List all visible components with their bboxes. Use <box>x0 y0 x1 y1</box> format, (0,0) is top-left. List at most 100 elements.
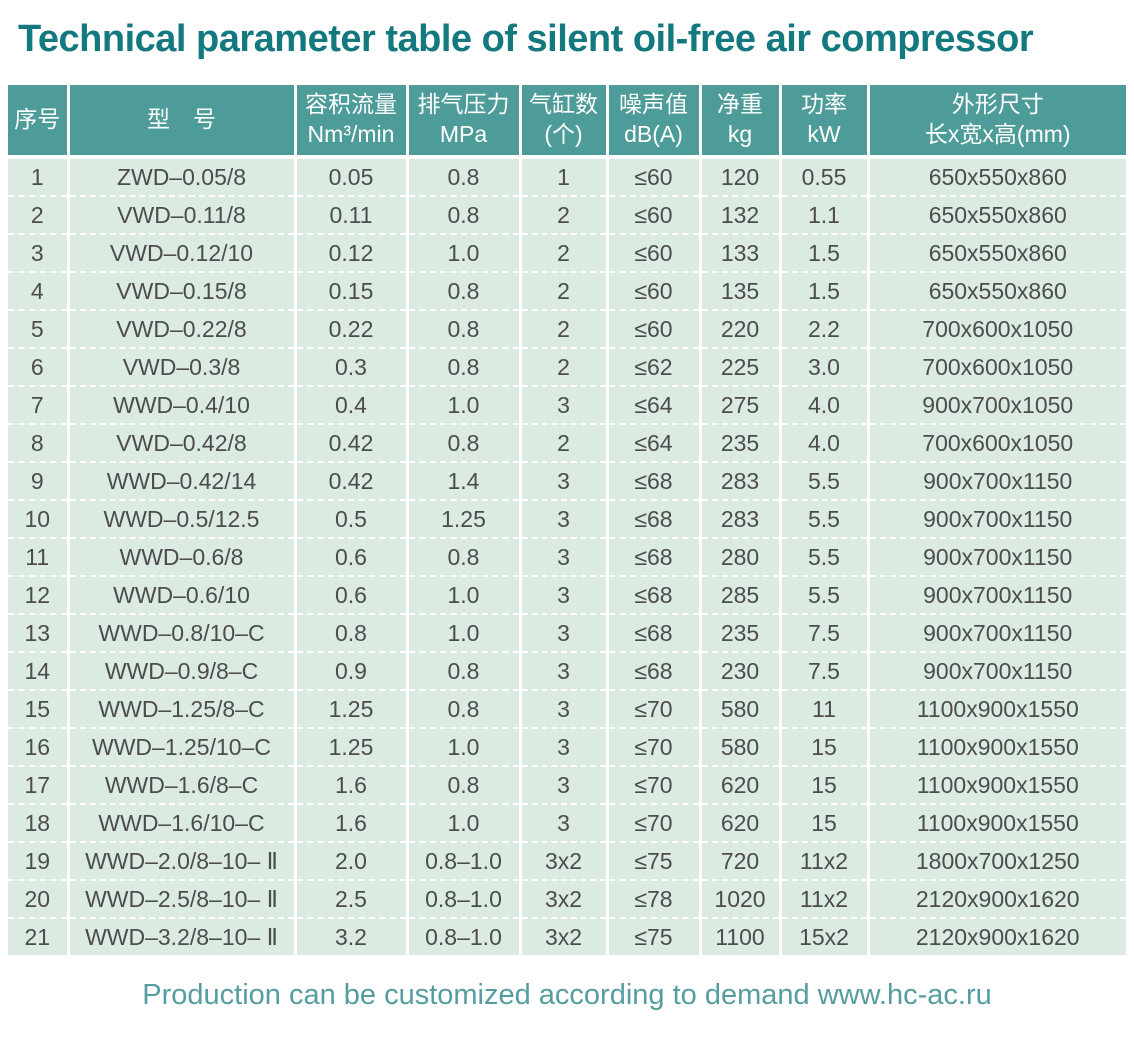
table-cell: 285 <box>698 575 780 614</box>
column-header-line1: 排气压力 <box>417 91 510 118</box>
table-cell: WWD–3.2/8–10– Ⅱ <box>66 917 295 955</box>
table-cell: 4.0 <box>778 423 868 462</box>
table-cell: 0.8 <box>405 309 520 348</box>
table-cell: 4 <box>8 271 68 310</box>
column-header-4: 气缸数 (个) <box>518 85 607 159</box>
table-cell: 15 <box>778 765 868 804</box>
column-header-8: 外形尺寸 长x宽x高(mm) <box>866 85 1126 159</box>
table-cell: 3.2 <box>293 917 407 955</box>
table-cell: 1.0 <box>405 575 520 614</box>
table-cell: 0.6 <box>293 575 407 614</box>
column-header-line1: 型 号 <box>147 106 216 133</box>
column-header-line2: MPa <box>439 121 488 147</box>
column-header-3: 排气压力 MPa <box>405 85 520 159</box>
table-cell: ≤70 <box>605 689 700 728</box>
table-cell: 0.55 <box>778 157 868 196</box>
table-cell: VWD–0.15/8 <box>66 271 295 310</box>
table-cell: 1.25 <box>405 499 520 538</box>
table-cell: 21 <box>8 917 68 955</box>
table-row: 1 ZWD–0.05/8 0.05 0.8 1 ≤60 120 0.55 650x550x860 <box>8 157 1126 196</box>
table-cell: 1.6 <box>293 803 407 842</box>
table-cell: 650x550x860 <box>866 233 1126 272</box>
column-header-line2: kg <box>727 121 753 147</box>
table-cell: 1.25 <box>293 689 407 728</box>
table-cell: 1 <box>518 157 607 196</box>
table-row: 21 WWD–3.2/8–10– Ⅱ 3.2 0.8–1.0 3x2 ≤75 1100 15x… <box>8 917 1126 955</box>
column-header-line1: 容积流量 <box>305 91 397 118</box>
table-cell: 0.9 <box>293 651 407 690</box>
table-cell: 3x2 <box>518 917 607 955</box>
table-cell: WWD–0.5/12.5 <box>66 499 295 538</box>
table-cell: 0.8 <box>293 613 407 652</box>
table-cell: 11x2 <box>778 841 868 880</box>
column-header-line1: 噪声值 <box>619 91 688 118</box>
table-cell: 1.25 <box>293 727 407 766</box>
table-cell: 230 <box>698 651 780 690</box>
table-cell: 2 <box>518 271 607 310</box>
table-cell: ≤68 <box>605 537 700 576</box>
table-cell: 2.0 <box>293 841 407 880</box>
table-cell: ≤68 <box>605 575 700 614</box>
table-cell: 3x2 <box>518 841 607 880</box>
table-cell: 0.8 <box>405 537 520 576</box>
table-cell: 620 <box>698 803 780 842</box>
table-cell: 0.8–1.0 <box>405 917 520 955</box>
table-cell: 1800x700x1250 <box>866 841 1126 880</box>
table-cell: 3 <box>518 613 607 652</box>
table-cell: 0.8 <box>405 651 520 690</box>
table-cell: 2120x900x1620 <box>866 879 1126 918</box>
table-cell: 283 <box>698 499 780 538</box>
table-cell: ≤60 <box>605 195 700 234</box>
table-cell: 0.5 <box>293 499 407 538</box>
table-cell: 3 <box>518 689 607 728</box>
table-row: 3 VWD–0.12/10 0.12 1.0 2 ≤60 133 1.5 650x550x860 <box>8 233 1126 272</box>
page-title: Technical parameter table of silent oil-… <box>18 18 1034 60</box>
table-cell: ≤64 <box>605 385 700 424</box>
table-cell: WWD–1.25/8–C <box>66 689 295 728</box>
table-row: 4 VWD–0.15/8 0.15 0.8 2 ≤60 135 1.5 650x550x860 <box>8 271 1126 310</box>
column-header-6: 净重 kg <box>698 85 780 159</box>
table-row: 15 WWD–1.25/8–C 1.25 0.8 3 ≤70 580 11 1100x900x1… <box>8 689 1126 728</box>
column-header-line2: Nm³/min <box>307 121 395 147</box>
table-cell: 1020 <box>698 879 780 918</box>
column-header-1: 型 号 <box>66 85 295 159</box>
table-cell: 19 <box>8 841 68 880</box>
table-cell: WWD–2.0/8–10– Ⅱ <box>66 841 295 880</box>
table-cell: 900x700x1150 <box>866 575 1126 614</box>
page: Technical parameter table of silent oil-… <box>0 18 1134 1012</box>
table-cell: 0.12 <box>293 233 407 272</box>
table-cell: 2 <box>518 309 607 348</box>
footer-note: Production can be customized according t… <box>142 979 992 1011</box>
table-cell: 2.5 <box>293 879 407 918</box>
table-cell: 0.3 <box>293 347 407 386</box>
table-cell: 900x700x1150 <box>866 461 1126 500</box>
table-cell: ≤60 <box>605 157 700 196</box>
table-cell: ≤78 <box>605 879 700 918</box>
table-row: 12 WWD–0.6/10 0.6 1.0 3 ≤68 285 5.5 900x700x1150 <box>8 575 1126 614</box>
table-cell: WWD–1.6/10–C <box>66 803 295 842</box>
table-cell: ≤62 <box>605 347 700 386</box>
table-cell: 1.0 <box>405 385 520 424</box>
table-cell: 3 <box>518 727 607 766</box>
table-cell: 3 <box>8 233 68 272</box>
table-cell: 1100x900x1550 <box>866 727 1126 766</box>
table-cell: VWD–0.11/8 <box>66 195 295 234</box>
table-cell: 0.8–1.0 <box>405 841 520 880</box>
table-cell: 7.5 <box>778 613 868 652</box>
table-cell: VWD–0.3/8 <box>66 347 295 386</box>
table-cell: ≤60 <box>605 233 700 272</box>
table-cell: 6 <box>8 347 68 386</box>
table-cell: WWD–1.6/8–C <box>66 765 295 804</box>
table-cell: 1.4 <box>405 461 520 500</box>
table-cell: ≤75 <box>605 917 700 955</box>
table-cell: 17 <box>8 765 68 804</box>
column-header-line2: 长x宽x高(mm) <box>924 121 1071 147</box>
table-header-row: 序号 型 号 容积流量 Nm³/min 排气压力 MPa 气缸数 (个) 噪声值 dB(A) 净重 k… <box>8 85 1126 159</box>
table-cell: ≤70 <box>605 803 700 842</box>
table-cell: 283 <box>698 461 780 500</box>
table-cell: 650x550x860 <box>866 157 1126 196</box>
table-cell: 900x700x1150 <box>866 499 1126 538</box>
table-cell: 0.42 <box>293 423 407 462</box>
table-row: 5 VWD–0.22/8 0.22 0.8 2 ≤60 220 2.2 700x600x1050 <box>8 309 1126 348</box>
table-cell: 700x600x1050 <box>866 423 1126 462</box>
